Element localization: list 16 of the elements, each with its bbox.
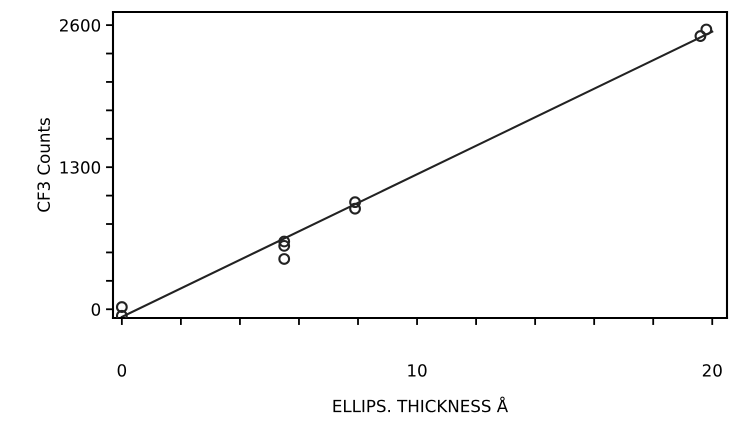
x-tick-label: 10 — [408, 364, 427, 377]
point — [278, 236, 290, 248]
y-axis-title: CF3 Counts — [37, 118, 50, 212]
x-tick-label: 20 — [702, 364, 722, 377]
point — [116, 301, 128, 313]
y-tick-label: 0 — [92, 303, 100, 316]
point — [694, 30, 706, 42]
point — [349, 202, 361, 215]
point — [278, 240, 290, 252]
x-tick-label: 0 — [118, 364, 126, 377]
point — [278, 253, 290, 265]
point — [349, 196, 361, 208]
y-tick-label: 2600 — [60, 19, 100, 32]
x-axis-title: ELLIPS. THICKNESS Å — [333, 396, 508, 412]
point — [700, 24, 712, 36]
y-tick-label: 1300 — [60, 161, 100, 174]
